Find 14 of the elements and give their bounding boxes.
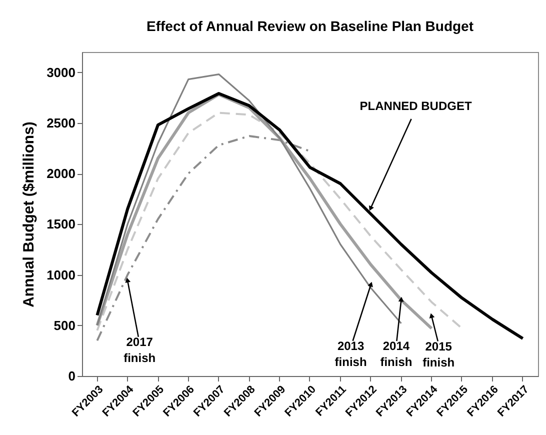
y-tick-label: 0	[68, 368, 76, 384]
annotation: 2014 finish	[380, 339, 412, 370]
annotation: 2015 finish	[422, 339, 455, 370]
y-tick-label: 2500	[46, 115, 76, 130]
y-tick-label: 500	[54, 318, 76, 333]
y-axis-title: Annual Budget ($millions)	[20, 122, 38, 308]
y-tick-label: 1000	[46, 267, 76, 282]
y-tick-label: 1500	[46, 216, 76, 232]
annotation: 2013 finish	[334, 338, 367, 369]
annotation: 2017 finish	[124, 334, 156, 365]
y-tick-label: 2000	[46, 166, 76, 181]
chart-title: Effect of Annual Review on Baseline Plan Budget	[146, 18, 474, 34]
annotation: PLANNED BUDGET	[360, 98, 472, 113]
y-tick-label: 3000	[46, 64, 76, 80]
